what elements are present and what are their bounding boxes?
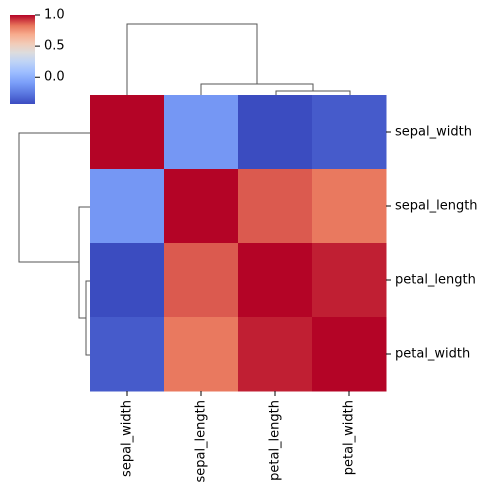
cell-sepal_width-petal_length bbox=[238, 95, 313, 170]
column-labels: sepal_width sepal_length petal_length petal… bbox=[120, 391, 357, 483]
row-label: sepal_width bbox=[395, 125, 472, 140]
col-label: sepal_length bbox=[194, 400, 209, 483]
col-label: petal_length bbox=[268, 400, 283, 481]
colorbar-tick-label: 1.0 bbox=[44, 8, 65, 23]
cell-petal_length-sepal_length bbox=[164, 243, 239, 318]
colorbar-tick-label: 0.5 bbox=[44, 39, 65, 54]
col-dendro-link-1 bbox=[275, 90, 351, 95]
cell-petal_width-sepal_length bbox=[164, 317, 239, 392]
colorbar-ticks: 1.0 0.5 0.0 bbox=[35, 8, 65, 85]
col-dendro-link-2 bbox=[200, 83, 314, 95]
cell-petal_width-sepal_width bbox=[90, 317, 165, 392]
col-label: petal_width bbox=[342, 400, 357, 475]
row-label: petal_length bbox=[395, 273, 476, 288]
cell-sepal_width-petal_width bbox=[312, 95, 387, 170]
row-dendrogram bbox=[18, 132, 90, 356]
cell-sepal_width-sepal_width bbox=[90, 95, 165, 170]
row-dendro-link-3 bbox=[18, 132, 90, 263]
column-dendrogram bbox=[126, 23, 351, 95]
row-label: petal_width bbox=[395, 347, 470, 362]
cell-petal_length-petal_width bbox=[312, 243, 387, 318]
colorbar-tick-label: 0.0 bbox=[44, 70, 65, 85]
cell-sepal_length-petal_length bbox=[238, 169, 313, 244]
row-dendro-link-2 bbox=[78, 206, 90, 319]
col-dendro-link-3 bbox=[126, 23, 258, 95]
row-dendro-link-1 bbox=[85, 280, 90, 356]
cell-petal_length-sepal_width bbox=[90, 243, 165, 318]
cell-sepal_length-sepal_length bbox=[164, 169, 239, 244]
cell-sepal_width-sepal_length bbox=[164, 95, 239, 170]
row-labels: sepal_width sepal_length petal_lengthpetal… bbox=[386, 125, 478, 362]
row-label: sepal_length bbox=[395, 199, 478, 214]
heatmap-cells bbox=[90, 95, 387, 392]
col-label: sepal_width bbox=[120, 400, 135, 477]
colorbar: 1.0 0.5 0.0 bbox=[10, 8, 65, 104]
cell-petal_width-petal_length bbox=[238, 317, 313, 392]
cell-petal_length-petal_length bbox=[238, 243, 313, 318]
colorbar-bar bbox=[10, 15, 35, 104]
cell-sepal_length-petal_width bbox=[312, 169, 387, 244]
cell-sepal_length-sepal_width bbox=[90, 169, 165, 244]
cell-petal_width-petal_width bbox=[312, 317, 387, 392]
